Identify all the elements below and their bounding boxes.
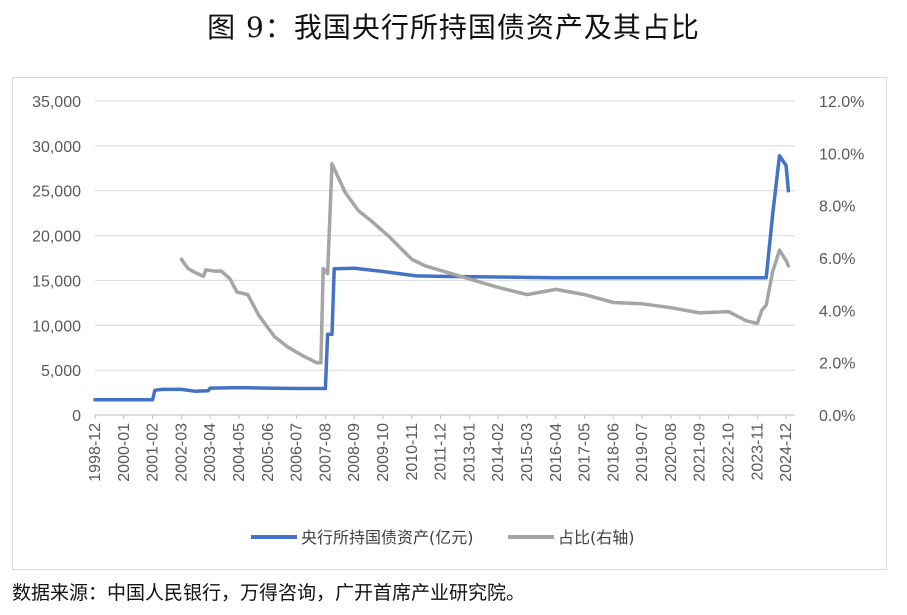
x-axis-tick-label: 2003-04 [202,423,219,482]
right-axis-tick-label: 8.0% [819,199,855,216]
x-axis-tick-label: 2014-02 [490,423,507,482]
x-axis-tick-label: 2011-12 [433,423,450,481]
left-axis-tick-label: 35,000 [32,94,81,111]
x-axis-tick-label: 2001-02 [145,423,162,482]
x-axis: 1998-12 2000-01 2001-02 2002-03 2003-04 2004-… [87,414,795,482]
series-line-share [179,162,791,365]
right-axis-tick-label: 4.0% [819,303,855,320]
x-axis-tick-label: 2020-08 [663,423,680,482]
chart-area: 0 5,000 10,000 15,000 20,000 25,000 30,000 35,0… [12,77,887,570]
right-axis-tick-label: 6.0% [819,251,855,268]
line-chart: 0 5,000 10,000 15,000 20,000 25,000 30,000 35,0… [32,94,864,547]
series-lines [93,153,791,402]
x-axis-tick-label: 2024-12 [778,423,795,482]
x-axis-tick-label: 2000-01 [116,423,133,482]
x-axis-tick-label: 2013-01 [461,423,478,482]
left-axis-tick-label: 30,000 [32,139,81,156]
x-axis-tick-label: 2005-06 [260,423,277,482]
right-axis-tick-label: 12.0% [819,94,864,111]
left-axis-tick-label: 15,000 [32,273,81,290]
x-axis-tick-label: 2009-10 [375,423,392,482]
x-axis-tick-label: 2021-09 [692,423,709,482]
right-axis-tick-label: 2.0% [819,356,855,373]
right-axis-tick-label: 10.0% [819,146,864,163]
x-axis-tick-label: 2017-05 [577,423,594,482]
left-axis-tick-label: 5,000 [41,363,81,380]
x-axis-tick-label: 2015-03 [519,423,536,482]
x-axis-tick-label: 2007-08 [317,423,334,482]
left-axis-tick-label: 10,000 [32,318,81,335]
chart-title: 图 9：我国央行所持国债资产及其占比 [207,11,700,44]
x-axis-tick-label: 2008-09 [346,423,363,482]
left-y-axis: 0 5,000 10,000 15,000 20,000 25,000 30,000 35,0… [32,94,81,425]
legend-label-holdings: 央行所持国债资产(亿元) [301,528,474,547]
right-y-axis: 0.0% 2.0% 4.0% 6.0% 8.0% 10.0% 12.0% [819,94,864,425]
right-axis-tick-label: 0.0% [819,408,855,425]
x-axis-tick-label: 2022-10 [721,423,738,482]
x-axis-tick-label: 2018-06 [605,423,622,482]
left-axis-tick-label: 25,000 [32,184,81,201]
x-axis-tick-label: 2019-07 [634,423,651,482]
legend: 央行所持国债资产(亿元) 占比(右轴) [251,528,635,547]
x-axis-tick-label: 2010-11 [404,423,421,481]
legend-label-share: 占比(右轴) [558,528,635,547]
left-axis-tick-label: 20,000 [32,229,81,246]
x-axis-tick-label: 2006-07 [289,423,306,482]
left-axis-tick-label: 0 [72,408,81,425]
source-note: 数据来源：中国人民银行，万得咨询，广开首席产业研究院。 [12,582,526,604]
series-line-holdings [93,153,791,402]
x-axis-tick-label: 2023-11 [749,423,766,481]
x-axis-tick-label: 2004-05 [231,423,248,482]
x-axis-tick-label: 2016-04 [548,423,565,482]
x-axis-tick-label: 2002-03 [173,423,190,482]
gridlines [95,100,795,371]
x-axis-tick-label: 1998-12 [87,423,104,482]
